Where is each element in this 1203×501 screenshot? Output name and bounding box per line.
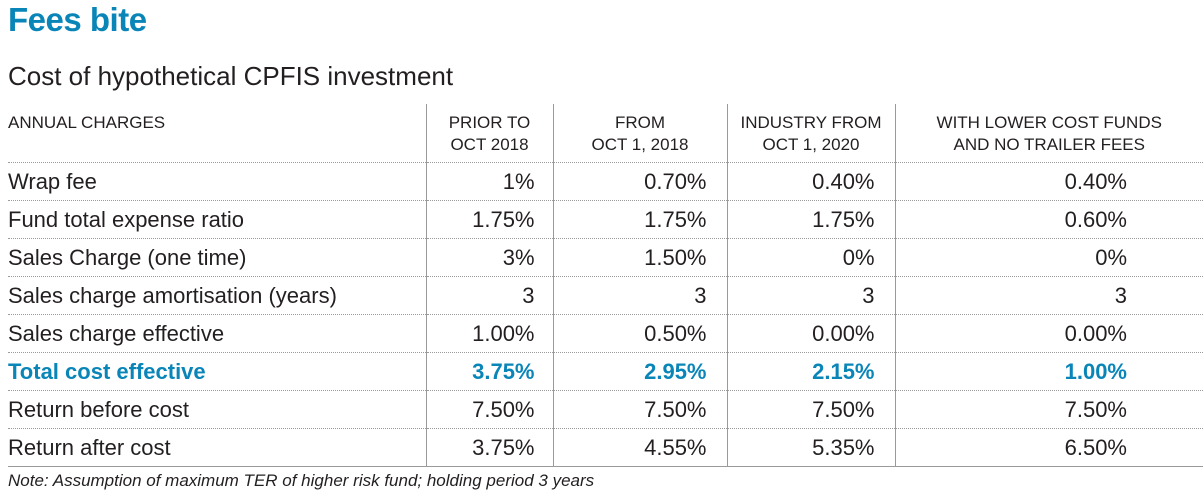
header-line: OCT 2018 [450,135,529,154]
header-line: PRIOR TO [448,113,531,132]
cell-value: 1.75% [552,200,727,239]
header-line: OCT 1, 2020 [762,135,860,154]
cell-value: 5.35% [726,428,895,467]
cell-value: 3 [726,276,895,315]
cell-value: 7.50% [552,390,727,429]
cell-value: 2.95% [552,352,727,391]
row-label: Sales charge amortisation (years) [8,276,426,315]
cell-value: 1.50% [552,238,727,277]
table-row-fund-ter: Fund total expense ratio 1.75% 1.75% 1.7… [8,200,1203,239]
table-header-row: ANNUAL CHARGES PRIOR TO OCT 2018 FROM OC… [8,104,1203,163]
cell-value: 1.75% [726,200,895,239]
cell-value: 3.75% [425,352,553,391]
cell-value: 7.50% [894,390,1203,429]
table-row-wrap-fee: Wrap fee 1% 0.70% 0.40% 0.40% [8,162,1203,201]
headline: Fees bite [8,1,147,38]
row-label: Total cost effective [8,352,426,391]
header-line: WITH LOWER COST FUNDS [936,113,1162,132]
header-annual-charges: ANNUAL CHARGES [8,104,426,163]
cell-value: 0.50% [552,314,727,353]
cell-value: 7.50% [425,390,553,429]
row-label: Sales Charge (one time) [8,238,426,277]
table-row-return-before: Return before cost 7.50% 7.50% 7.50% 7.5… [8,390,1203,429]
cell-value: 3 [425,276,553,315]
table-row-return-after: Return after cost 3.75% 4.55% 5.35% 6.50… [8,428,1203,467]
row-label: Return before cost [8,390,426,429]
fees-table: ANNUAL CHARGES PRIOR TO OCT 2018 FROM OC… [8,104,1203,467]
header-industry-from-oct-2020: INDUSTRY FROM OCT 1, 2020 [726,104,895,163]
cell-value: 1.00% [894,352,1203,391]
table-row-total-cost: Total cost effective 3.75% 2.95% 2.15% 1… [8,352,1203,391]
row-label: Sales charge effective [8,314,426,353]
header-line: AND NO TRAILER FEES [953,135,1145,154]
row-label: Fund total expense ratio [8,200,426,239]
table-row-amortisation: Sales charge amortisation (years) 3 3 3 … [8,276,1203,315]
header-prior-to-oct-2018: PRIOR TO OCT 2018 [425,104,553,163]
row-label: Return after cost [8,428,426,467]
cell-value: 0.00% [726,314,895,353]
cell-value: 4.55% [552,428,727,467]
cell-value: 6.50% [894,428,1203,467]
cell-value: 1% [425,162,553,201]
cell-value: 0.40% [726,162,895,201]
cell-value: 3 [894,276,1203,315]
cell-value: 0% [894,238,1203,277]
cell-value: 3% [425,238,553,277]
table-row-sales-charge-effective: Sales charge effective 1.00% 0.50% 0.00%… [8,314,1203,353]
cell-value: 0.00% [894,314,1203,353]
cell-value: 7.50% [726,390,895,429]
header-line: OCT 1, 2018 [591,135,689,154]
table-row-sales-charge: Sales Charge (one time) 3% 1.50% 0% 0% [8,238,1203,277]
cell-value: 0% [726,238,895,277]
header-from-oct-2018: FROM OCT 1, 2018 [552,104,727,163]
cell-value: 0.40% [894,162,1203,201]
header-line: FROM [614,113,666,132]
header-line: INDUSTRY FROM [740,113,882,132]
cell-value: 2.15% [726,352,895,391]
cell-value: 1.00% [425,314,553,353]
cell-value: 1.75% [425,200,553,239]
cell-value: 3.75% [425,428,553,467]
row-label: Wrap fee [8,162,426,201]
cell-value: 0.60% [894,200,1203,239]
footnote: Note: Assumption of maximum TER of highe… [8,471,595,490]
cell-value: 3 [552,276,727,315]
subtitle: Cost of hypothetical CPFIS investment [8,61,454,91]
cell-value: 0.70% [552,162,727,201]
header-lower-cost-funds: WITH LOWER COST FUNDS AND NO TRAILER FEE… [894,104,1203,163]
